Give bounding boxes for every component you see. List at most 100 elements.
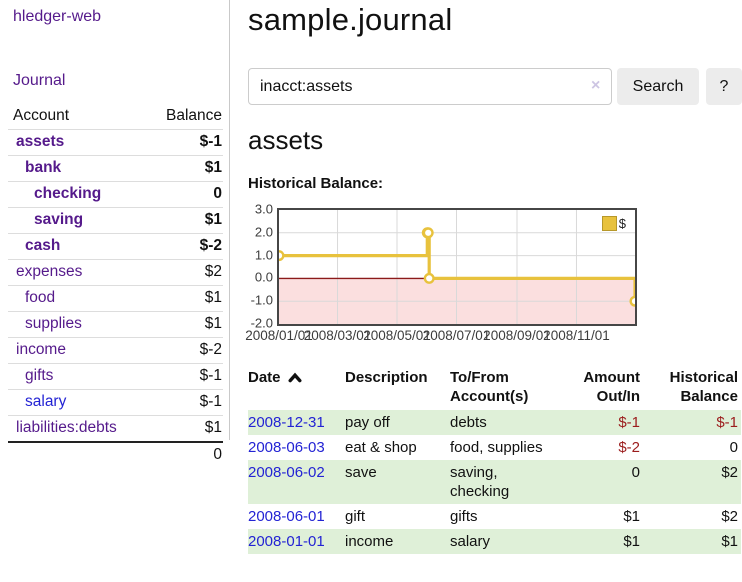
register-column-header: Description — [345, 369, 428, 386]
search-button[interactable]: Search — [617, 68, 699, 105]
tofrom-accounts-cell: saving, checking — [450, 464, 510, 500]
register-header-cell: To/From Account(s) — [450, 364, 558, 410]
account-row: liabilities:debts $1 — [8, 415, 223, 442]
description-cell: income — [345, 533, 394, 550]
spacer — [8, 442, 145, 468]
register-header-cell[interactable]: Date — [248, 364, 345, 410]
sidebar-account-link[interactable]: expenses — [16, 263, 83, 280]
sidebar-account-link[interactable]: saving — [34, 211, 84, 228]
sidebar-account-link[interactable]: gifts — [25, 367, 54, 384]
account-row: checking 0 — [8, 181, 223, 208]
date-cell: 2008-06-02 — [248, 460, 345, 504]
account-row: salary $-1 — [8, 389, 223, 416]
register-row: 2008-01-01 income salary $1 $1 — [248, 529, 741, 554]
amount-cell: $-2 — [618, 439, 640, 456]
sort-ascending-icon — [288, 372, 302, 383]
transaction-date-link[interactable]: 2008-06-01 — [248, 508, 325, 525]
sidebar-account-link[interactable]: food — [25, 289, 56, 306]
app-title-link[interactable]: hledger-web — [13, 8, 102, 25]
account-row: expenses $2 — [8, 259, 223, 286]
register-column-header: Historical — [669, 369, 738, 386]
register-table: Date Description To/From Account(s) Amount O… — [248, 364, 741, 554]
date-cell: 2008-01-01 — [248, 529, 345, 554]
register-column-header: Amount — [583, 369, 640, 386]
description-cell: eat & shop — [345, 439, 417, 456]
balance-cell: $2 — [721, 508, 738, 525]
sidebar-account-link[interactable]: bank — [25, 159, 62, 176]
balance-column-header: Balance — [165, 107, 222, 124]
search-form: × Search ? — [248, 68, 742, 105]
help-button[interactable]: ? — [706, 68, 742, 105]
page-title: sample.journal — [248, 2, 453, 37]
balance-cell: $-1 — [716, 414, 738, 431]
sidebar-account-link[interactable]: supplies — [25, 315, 82, 332]
tofrom-accounts-cell: salary — [450, 533, 491, 550]
chart-series — [279, 210, 635, 324]
tofrom-accounts-cell: food, supplies — [450, 439, 543, 456]
register-row: 2008-06-02 save saving, checking 0 $2 — [248, 460, 741, 504]
balance-cell: $1 — [721, 533, 738, 550]
historical-balance-chart: 3.0 2.0 1.0 0.0 -1.0 -2.0 $ 2008/01/01 2008/03… — [244, 202, 742, 346]
register-row: 2008-12-31 pay off debts $-1 $-1 — [248, 410, 741, 435]
account-balance: $1 — [204, 419, 222, 436]
chart-legend: $ — [601, 216, 626, 231]
x-axis-tick-label: 2008/09/01 — [483, 328, 551, 343]
amount-cell: $1 — [623, 508, 640, 525]
sidebar: hledger-web Journal Account Balance asse… — [0, 0, 230, 463]
account-row: gifts $-1 — [8, 363, 223, 390]
x-axis-tick-label: 2008/03/01 — [303, 328, 372, 343]
account-balance: $-1 — [199, 133, 222, 150]
account-row: cash $-2 — [8, 233, 223, 260]
account-balance: $-2 — [199, 237, 222, 254]
sidebar-account-link[interactable]: assets — [16, 133, 65, 150]
sidebar-item-journal[interactable]: Journal — [13, 72, 66, 89]
sidebar-account-link[interactable]: salary — [25, 393, 67, 410]
search-input[interactable] — [248, 68, 612, 105]
date-cell: 2008-06-03 — [248, 435, 345, 460]
tofrom-accounts-cell: gifts — [450, 508, 478, 525]
legend-swatch-icon — [601, 216, 617, 231]
sidebar-account-link[interactable]: liabilities:debts — [16, 419, 117, 436]
x-axis-tick-label: 2008/01/01 — [245, 328, 313, 343]
transaction-date-link[interactable]: 2008-06-02 — [248, 464, 325, 481]
account-balance: $1 — [204, 289, 222, 306]
balance-cell: 0 — [729, 439, 738, 456]
account-row: supplies $1 — [8, 311, 223, 338]
sidebar-account-link[interactable]: cash — [25, 237, 61, 254]
account-column-header: Account — [13, 107, 70, 124]
account-balance: $-2 — [199, 341, 222, 358]
y-axis-tick-label: -1.0 — [250, 292, 273, 308]
balance-cell: $2 — [721, 464, 738, 481]
amount-cell: $-1 — [618, 414, 640, 431]
amount-cell: $1 — [623, 533, 640, 550]
account-row: saving $1 — [8, 207, 223, 234]
account-balance: $-1 — [199, 393, 222, 410]
clear-search-icon[interactable]: × — [591, 77, 601, 94]
chart-title: Historical Balance: — [248, 175, 384, 192]
y-axis-tick-label: 2.0 — [254, 224, 273, 240]
accounts-total-value: 0 — [213, 446, 222, 463]
x-axis-tick-label: 2008/05/01 — [363, 328, 431, 343]
y-axis-tick-label: 0.0 — [254, 269, 273, 285]
transaction-date-link[interactable]: 2008-01-01 — [248, 533, 325, 550]
account-balance: $2 — [204, 263, 222, 280]
account-row: food $1 — [8, 285, 223, 312]
register-header-cell: Description — [345, 364, 450, 410]
register-header-cell: Amount Out/In — [558, 364, 643, 410]
tofrom-accounts-cell: debts — [450, 414, 487, 431]
account-balance: $1 — [204, 159, 222, 176]
x-axis-tick-label: 2008/11/01 — [543, 328, 610, 343]
register-column-header: Date — [248, 368, 342, 387]
date-cell: 2008-06-01 — [248, 504, 345, 529]
x-axis-tick-label: 2008/07/01 — [422, 328, 491, 343]
sidebar-account-link[interactable]: checking — [34, 185, 102, 202]
legend-label: $ — [618, 216, 626, 231]
account-balance: $1 — [204, 211, 222, 228]
y-axis-tick-label: 1.0 — [254, 247, 273, 263]
transaction-date-link[interactable]: 2008-06-03 — [248, 439, 325, 456]
sidebar-account-link[interactable]: income — [16, 341, 66, 358]
description-cell: pay off — [345, 414, 390, 431]
main-content: sample.journal × Search ? assets Histori… — [245, 0, 742, 582]
accounts-table-header: Account Balance — [8, 104, 223, 130]
transaction-date-link[interactable]: 2008-12-31 — [248, 414, 325, 431]
